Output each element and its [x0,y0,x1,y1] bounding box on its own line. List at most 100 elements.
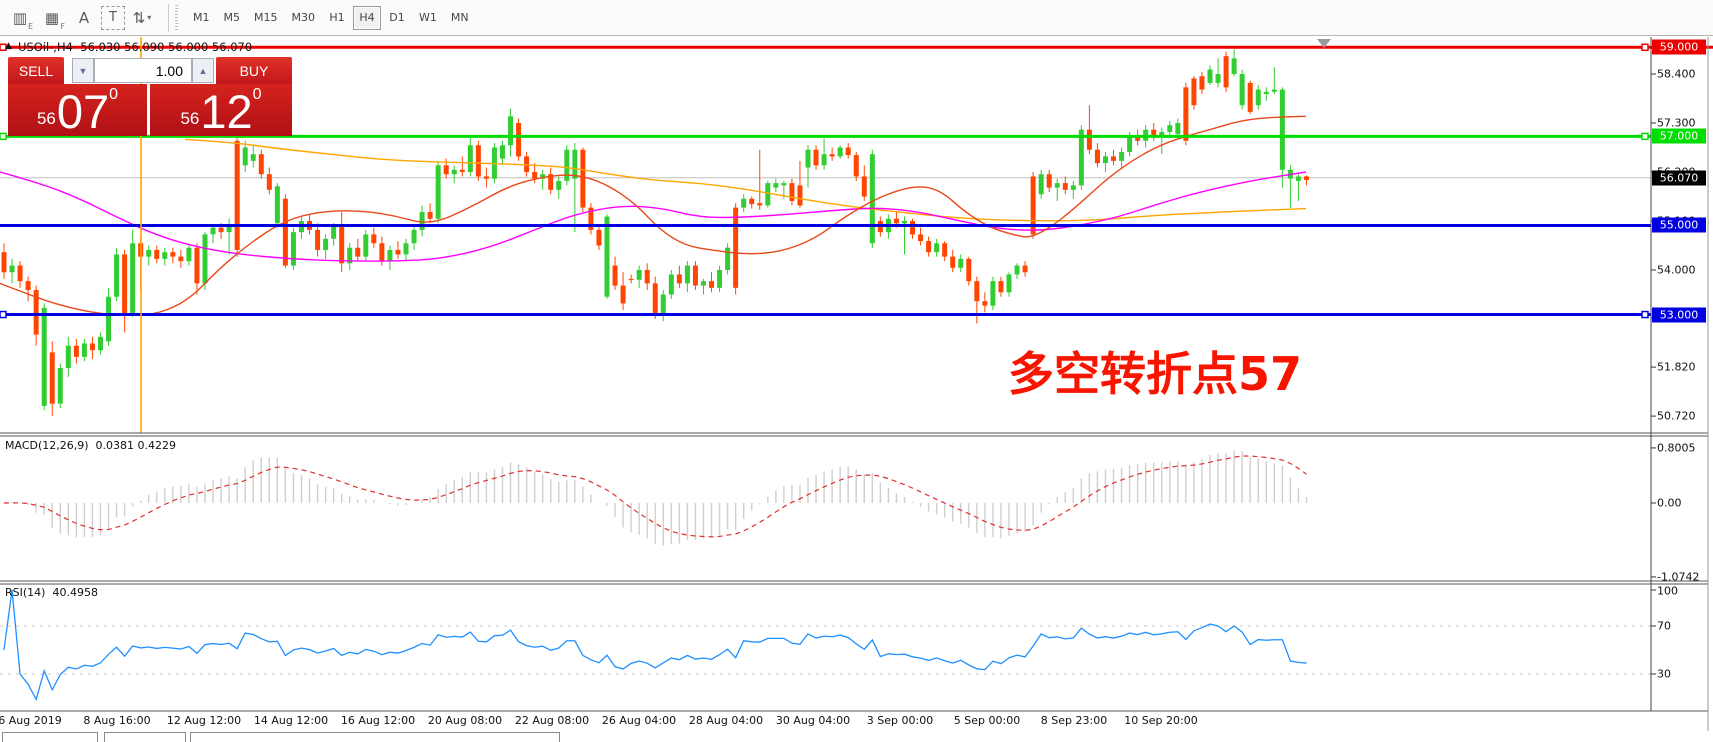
date-label-0: 6 Aug 2019 [0,714,62,727]
sell-price-button[interactable]: 56 07 0 [8,84,147,136]
volume-up-spinner[interactable]: ▲ [192,58,214,83]
symbol-marker-icon: ▲ [5,41,12,51]
sell-price-small: 56 [36,109,56,128]
ma-mid-magenta [0,171,1307,262]
sell-button[interactable]: SELL [8,57,64,84]
price-tick-50.720: 50.720 [1657,409,1696,423]
volume-input[interactable] [94,58,192,83]
hline-handle[interactable] [0,310,7,319]
macd-label: MACD(12,26,9) 0.0381 0.4229 [5,439,176,452]
one-click-trade-panel: SELL ▼ ▲ BUY 56 07 0 56 12 0 [8,57,292,136]
cursor-arrows-icon-glyph: ⇅ [132,8,146,27]
macd-tick-0.00: 0.00 [1657,496,1682,510]
hline-handle[interactable] [0,43,7,52]
timeframe-mn[interactable]: MN [450,11,469,24]
grid-f-icon-glyph: ▦ [44,8,60,27]
cursor-arrows-icon-sub: ▾ [147,13,152,22]
chart-ohlc-values: 56.030 56.090 56.000 56.070 [80,40,253,54]
date-label-6: 22 Aug 08:00 [514,714,590,727]
drawing-tools-group: ▥ E ▦ F A T ⇅ ▾ [0,0,158,36]
macd-values: 0.0381 0.4229 [95,439,177,452]
moving-averages [0,115,1307,316]
buy-price-button[interactable]: 56 12 0 [150,84,292,136]
date-label-5: 20 Aug 08:00 [427,714,503,727]
trade-controls-row: SELL ▼ ▲ BUY [8,57,292,84]
sell-price-big: 07 [56,85,110,138]
price-tag-56.070: 56.070 [1652,170,1706,186]
text-a-icon-glyph: A [78,8,90,27]
timeframe-h1[interactable]: H1 [329,11,345,24]
hline-handle[interactable] [1641,43,1649,52]
ma-slow-orange [184,138,1307,222]
price-tick-58.400: 58.400 [1657,67,1696,81]
chart-symbol: USOil-,H4 [18,40,73,54]
timeframe-d1[interactable]: D1 [389,11,405,24]
date-label-13: 10 Sep 20:00 [1124,714,1198,727]
macd-pane-graphics [3,450,1308,546]
buy-price-sup: 0 [252,86,262,103]
hline-handle[interactable] [0,132,7,141]
chart-expert-icon[interactable]: ▥ E [5,4,35,32]
date-label-7: 26 Aug 04:00 [601,714,677,727]
macd-name: MACD(12,26,9) [5,439,89,452]
text-label-icon[interactable]: T [101,5,125,30]
chart-area [0,36,1713,742]
chart-title: USOil-,H4 56.030 56.090 56.000 56.070 [18,40,252,54]
annotation-text: 多空转折点57 [1008,347,1303,401]
buy-price-small: 56 [180,109,200,128]
date-label-10: 3 Sep 00:00 [866,714,934,727]
chart-expert-icon-sub: E [27,21,33,31]
buy-button[interactable]: BUY [216,57,292,84]
bottom-tab-strip [0,731,1713,742]
timeframe-m15[interactable]: M15 [254,11,278,24]
toolbar-separator [168,3,169,32]
price-tag-57.000: 57.000 [1652,128,1706,144]
rsi-pane-graphics [0,589,1651,702]
date-label-2: 12 Aug 12:00 [166,714,242,727]
rsi-tick-100: 100 [1657,584,1678,598]
price-tick-51.820: 51.820 [1657,360,1696,374]
toolbar-grip [175,4,178,31]
macd-signal-line [3,455,1307,538]
date-label-3: 14 Aug 12:00 [253,714,329,727]
timeframe-m30[interactable]: M30 [291,11,316,24]
ma-fast-red [0,115,1307,316]
date-label-8: 28 Aug 04:00 [688,714,764,727]
bottom-tab-1[interactable] [104,732,186,742]
grid-f-icon[interactable]: ▦ F [37,4,67,32]
hline-handle[interactable] [1641,132,1649,141]
chart-shift-marker-icon [1317,39,1331,48]
price-tag-53.000: 53.000 [1652,307,1706,323]
text-label-icon-glyph: T [109,10,117,25]
rsi-name: RSI(14) [5,586,46,599]
timeframe-m1[interactable]: M1 [193,11,210,24]
price-tag-59.000: 59.000 [1652,39,1706,55]
date-label-9: 30 Aug 04:00 [775,714,851,727]
date-label-4: 16 Aug 12:00 [340,714,416,727]
hline-handle[interactable] [1641,310,1649,319]
toolbar: ▥ E ▦ F A T ⇅ ▾ M1 M5 M15 M30 H1 H4 D1 W1 MN [0,0,1713,36]
price-tag-55.000: 55.000 [1652,217,1706,233]
timeframe-m5[interactable]: M5 [223,11,241,24]
sell-price-sup: 0 [109,86,119,103]
timeframe-group: M1 M5 M15 M30 H1 H4 D1 W1 MN [182,0,476,36]
chart-canvas [0,37,1713,731]
rsi-tick-70: 70 [1657,619,1671,633]
price-tick-57.300: 57.300 [1657,116,1696,130]
bottom-tab-0[interactable] [2,732,98,742]
rsi-value: 40.4958 [52,586,98,599]
rsi-label: RSI(14) 40.4958 [5,586,98,599]
text-a-icon[interactable]: A [69,4,99,32]
date-label-12: 8 Sep 23:00 [1040,714,1108,727]
bottom-tab-2[interactable] [190,732,560,742]
cursor-arrows-icon[interactable]: ⇅ ▾ [127,4,157,32]
timeframe-w1[interactable]: W1 [419,11,437,24]
timeframe-h4[interactable]: H4 [353,5,381,30]
price-tick-54.000: 54.000 [1657,263,1696,277]
buy-price-big: 12 [200,85,253,138]
rsi-line [3,589,1307,702]
grid-f-icon-sub: F [60,21,65,31]
volume-down-spinner[interactable]: ▼ [72,58,94,83]
macd-tick--1.0742: -1.0742 [1657,570,1700,584]
